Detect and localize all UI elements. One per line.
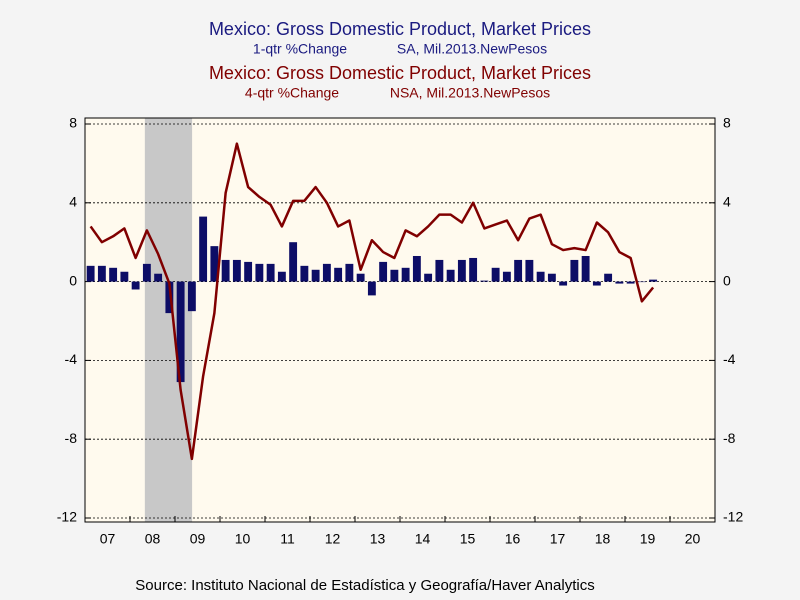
bar <box>334 267 343 282</box>
bar <box>210 246 219 282</box>
bar <box>547 273 556 282</box>
y2-tick-label: -8 <box>723 430 736 446</box>
bar <box>401 267 410 282</box>
recession-shade <box>144 118 193 522</box>
bar <box>424 273 433 282</box>
bar <box>255 263 264 282</box>
bar <box>266 263 275 282</box>
y2-tick-label: -12 <box>723 509 743 525</box>
bar <box>604 273 613 282</box>
source-note: Source: Instituto Nacional de Estadístic… <box>135 577 594 594</box>
series-unit: 4-qtr %Change <box>245 85 339 101</box>
bar <box>525 259 534 282</box>
y-tick-label: -4 <box>65 351 78 367</box>
bar <box>615 281 624 284</box>
x-tick-label: 07 <box>100 531 116 547</box>
bar <box>570 259 579 282</box>
x-tick-label: 19 <box>640 531 656 547</box>
series-detail: NSA, Mil.2013.NewPesos <box>390 85 550 101</box>
series-title: Mexico: Gross Domestic Product, Market P… <box>209 63 591 83</box>
bar <box>300 265 309 282</box>
x-tick-label: 13 <box>370 531 386 547</box>
bar <box>289 242 298 282</box>
bar <box>626 281 635 284</box>
x-tick-label: 12 <box>325 531 341 547</box>
x-tick-label: 10 <box>235 531 251 547</box>
x-tick-label: 09 <box>190 531 206 547</box>
bar <box>142 263 151 282</box>
series-detail: SA, Mil.2013.NewPesos <box>397 41 547 57</box>
y-tick-label: 0 <box>69 272 77 288</box>
bar <box>221 259 230 282</box>
bar <box>244 261 253 282</box>
bar <box>514 259 523 282</box>
bar <box>176 281 185 383</box>
bar <box>97 265 106 282</box>
bar <box>322 263 331 282</box>
bar <box>109 267 118 282</box>
x-tick-label: 14 <box>415 531 431 547</box>
bar <box>187 281 196 312</box>
x-tick-label: 15 <box>460 531 476 547</box>
bar <box>502 271 511 282</box>
series-unit: 1-qtr %Change <box>253 41 347 57</box>
bar <box>311 269 320 282</box>
bar <box>491 267 500 282</box>
bar <box>199 216 208 282</box>
bar <box>457 259 466 282</box>
bar <box>592 281 601 286</box>
y-tick-label: 8 <box>69 115 77 131</box>
bar <box>154 273 163 282</box>
bar <box>390 269 399 282</box>
bar <box>232 259 241 282</box>
bar <box>86 265 95 282</box>
bar <box>356 273 365 282</box>
bar <box>120 271 129 282</box>
bar <box>367 281 376 296</box>
x-tick-label: 16 <box>505 531 521 547</box>
bar <box>412 255 421 282</box>
x-tick-label: 11 <box>280 531 295 547</box>
x-tick-label: 18 <box>595 531 611 547</box>
x-tick-label: 17 <box>550 531 566 547</box>
x-tick-label: 08 <box>145 531 161 547</box>
bar <box>165 281 174 314</box>
series-title: Mexico: Gross Domestic Product, Market P… <box>209 19 591 39</box>
y2-tick-label: 0 <box>723 272 731 288</box>
y2-tick-label: -4 <box>723 351 736 367</box>
y2-tick-label: 8 <box>723 115 731 131</box>
plot-frame <box>84 117 716 523</box>
bar <box>131 281 140 290</box>
bar <box>469 257 478 282</box>
y-tick-label: 4 <box>69 194 77 210</box>
bar <box>637 281 646 283</box>
bar <box>345 263 354 282</box>
x-tick-label: 20 <box>685 531 701 547</box>
bar <box>480 280 489 282</box>
line <box>89 142 655 461</box>
bar <box>446 269 455 282</box>
bar <box>277 271 286 282</box>
y-tick-label: -8 <box>65 430 78 446</box>
y2-tick-label: 4 <box>723 194 731 210</box>
bar <box>536 271 545 282</box>
y-tick-label: -12 <box>57 509 77 525</box>
bar <box>435 259 444 282</box>
bar <box>649 279 658 282</box>
bar <box>379 261 388 282</box>
bar <box>559 281 568 286</box>
bar <box>581 255 590 282</box>
